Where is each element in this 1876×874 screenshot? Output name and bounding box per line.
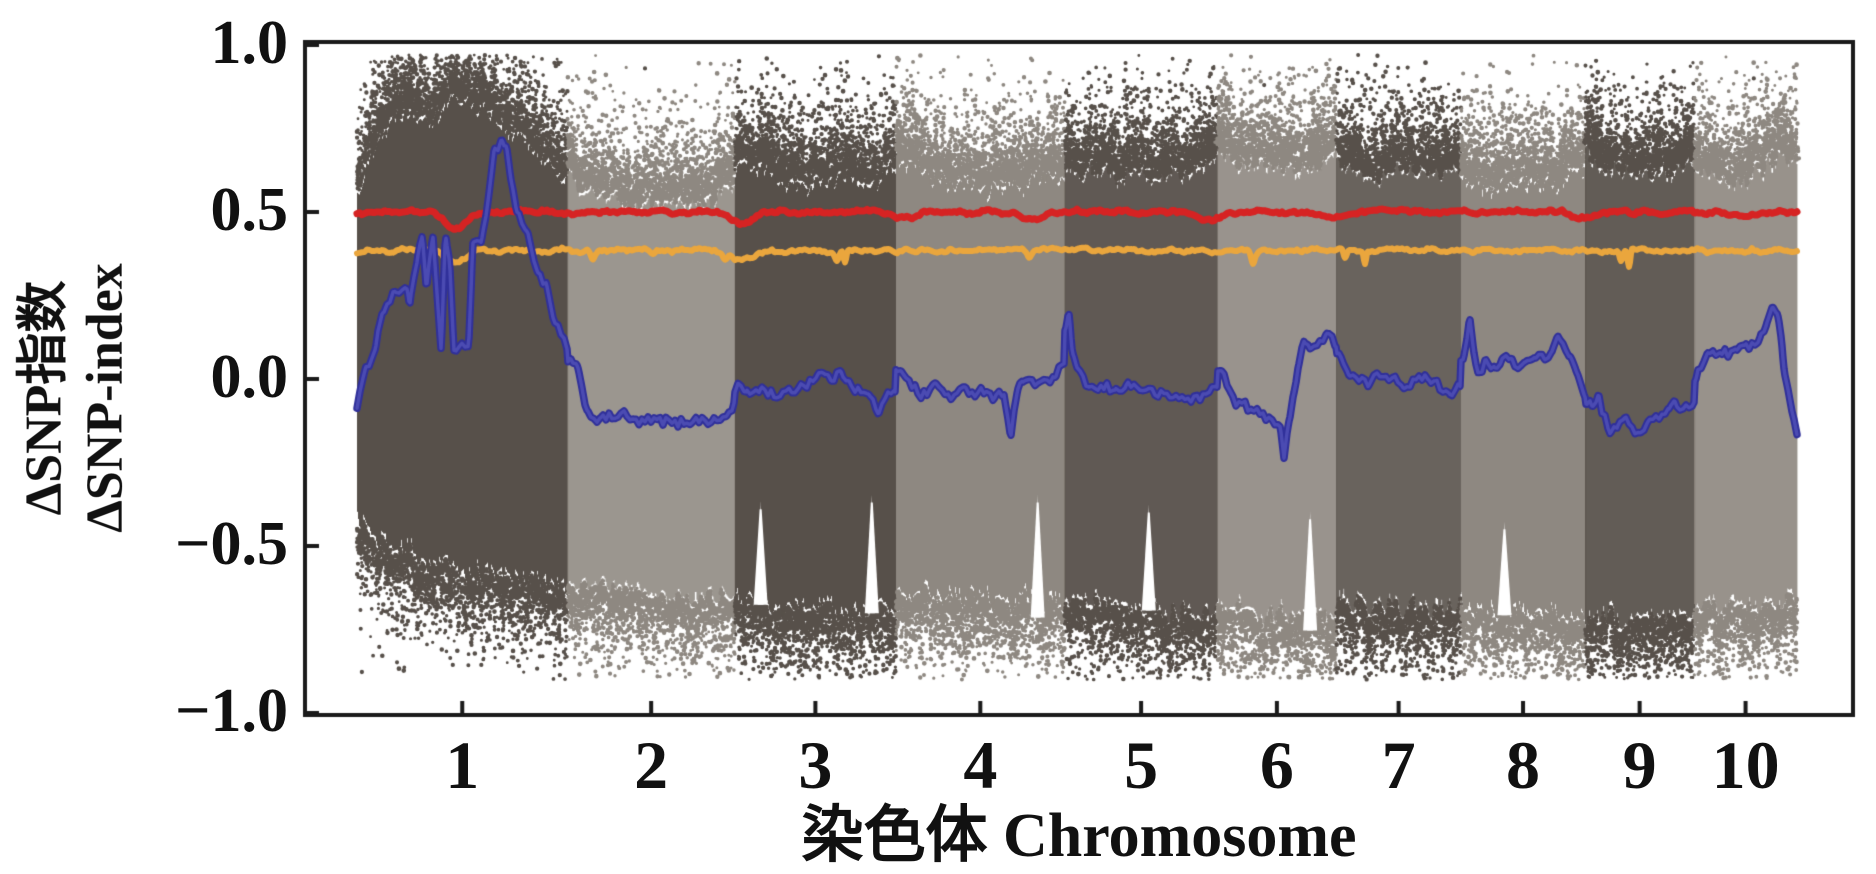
x-tick-label-4: 4 <box>963 727 998 803</box>
x-tick-label-10: 10 <box>1711 727 1780 803</box>
x-tick-label-6: 6 <box>1259 727 1294 803</box>
y-tick-label-−1.0: −1.0 <box>175 677 288 746</box>
x-tick-label-3: 3 <box>798 727 833 803</box>
x-tick-label-5: 5 <box>1124 727 1159 803</box>
x-tick-label-7: 7 <box>1381 727 1416 803</box>
y-tick-label-−0.5: −0.5 <box>175 510 288 579</box>
y-axis-label-zh: ΔSNP指数 <box>15 280 73 516</box>
y-axis-label-en: ΔSNP-index <box>77 263 134 533</box>
x-tick-label-8: 8 <box>1506 727 1541 803</box>
x-tick-label-9: 9 <box>1622 727 1657 803</box>
y-tick-label-0.0: 0.0 <box>210 343 289 412</box>
x-tick-label-1: 1 <box>445 727 480 803</box>
x-tick-label-2: 2 <box>634 727 669 803</box>
y-tick-label-0.5: 0.5 <box>210 176 289 245</box>
y-axis-label: ΔSNP指数 ΔSNP-index <box>14 263 137 533</box>
x-axis-label: 染色体 Chromosome <box>801 802 1357 870</box>
y-tick-label-1.0: 1.0 <box>210 9 289 78</box>
